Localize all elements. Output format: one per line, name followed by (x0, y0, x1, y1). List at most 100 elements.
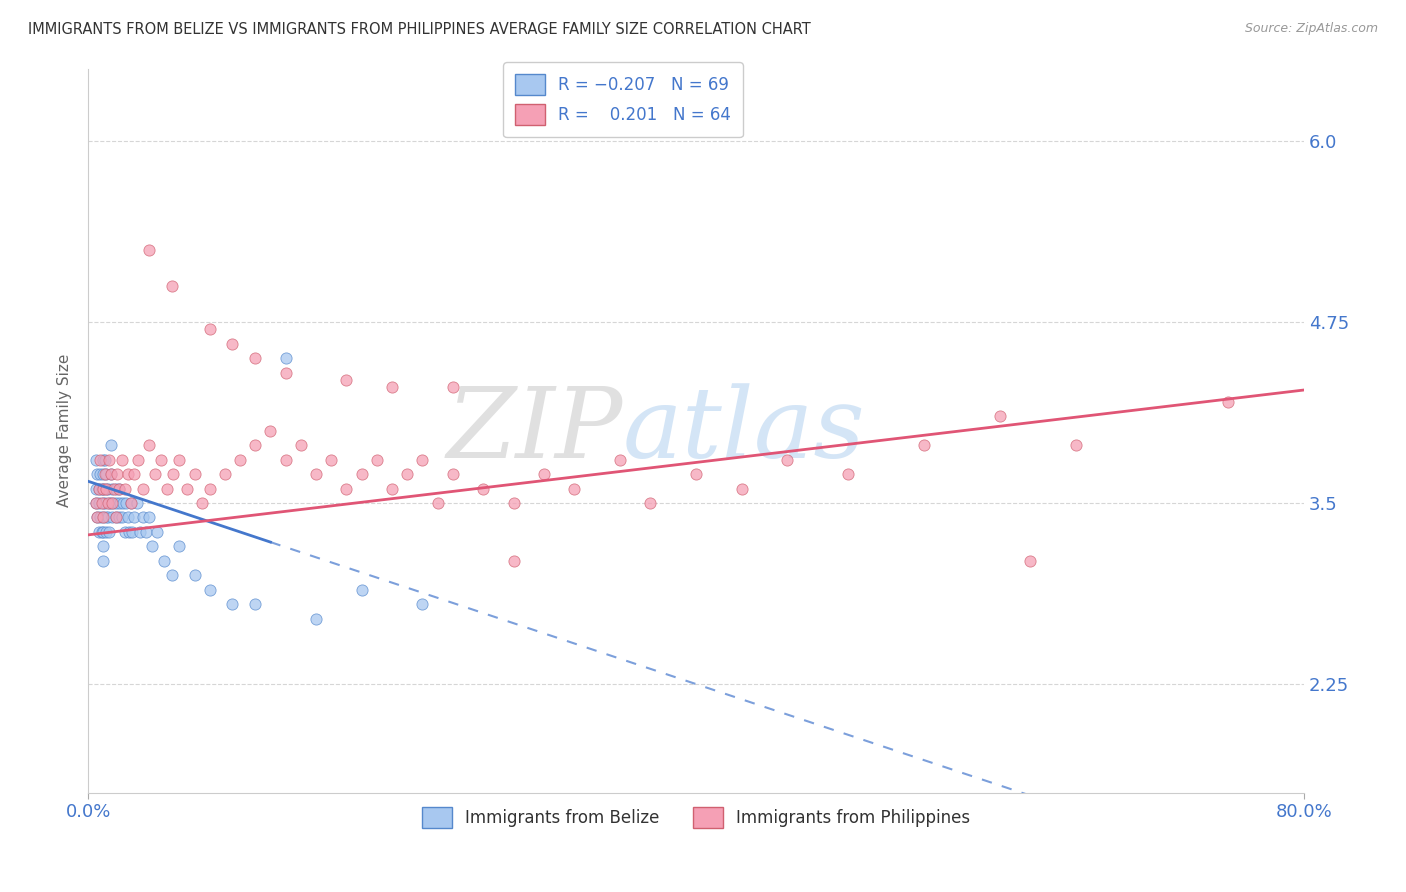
Point (274, 452, 297, 467)
Legend: Immigrants from Belize, Immigrants from Philippines: Immigrants from Belize, Immigrants from … (415, 800, 977, 835)
Point (90, 482, 112, 496)
Point (120, 496, 142, 510)
Point (245, 351, 267, 366)
Point (104, 510, 127, 524)
Point (86, 467, 108, 481)
Point (117, 510, 139, 524)
Point (198, 482, 221, 496)
Point (132, 510, 155, 524)
Point (472, 482, 495, 496)
Point (122, 467, 145, 481)
Point (162, 467, 184, 481)
Point (988, 409, 1011, 423)
Point (108, 496, 131, 510)
Point (350, 582, 373, 597)
Point (93, 496, 115, 510)
Point (776, 452, 799, 467)
Point (502, 496, 524, 510)
Point (94, 452, 117, 467)
Point (86, 510, 108, 524)
Point (245, 438, 267, 452)
Point (93, 482, 115, 496)
Point (245, 598, 267, 612)
Point (381, 482, 404, 496)
Point (97, 482, 120, 496)
Point (441, 467, 464, 481)
Text: atlas: atlas (623, 383, 866, 478)
Point (100, 438, 122, 452)
Text: Source: ZipAtlas.com: Source: ZipAtlas.com (1244, 22, 1378, 36)
Point (912, 438, 935, 452)
Point (93, 554, 115, 568)
Point (128, 524, 150, 539)
Point (87, 496, 110, 510)
Point (114, 482, 136, 496)
Point (115, 496, 138, 510)
Point (93, 540, 115, 554)
Point (229, 452, 252, 467)
Point (93, 510, 115, 524)
Point (135, 524, 157, 539)
Point (176, 482, 198, 496)
Point (381, 380, 404, 394)
Point (1064, 438, 1087, 452)
Point (121, 524, 143, 539)
Point (86, 510, 108, 524)
Point (117, 467, 139, 481)
Point (290, 438, 312, 452)
Point (93, 524, 115, 539)
Point (89, 467, 111, 481)
Point (1216, 394, 1239, 409)
Point (105, 467, 128, 481)
Point (107, 510, 129, 524)
Point (101, 510, 124, 524)
Point (103, 482, 125, 496)
Point (685, 467, 707, 481)
Point (93, 467, 115, 481)
Point (502, 554, 524, 568)
Point (96, 482, 118, 496)
Point (366, 452, 388, 467)
Point (426, 496, 449, 510)
Point (120, 496, 142, 510)
Point (214, 467, 236, 481)
Point (153, 554, 176, 568)
Point (640, 496, 662, 510)
Point (183, 568, 205, 582)
Point (145, 524, 167, 539)
Point (96, 482, 118, 496)
Point (156, 482, 179, 496)
Point (104, 482, 127, 496)
Point (114, 524, 136, 539)
Point (274, 366, 297, 380)
Point (93, 482, 115, 496)
Point (84, 496, 107, 510)
Point (350, 467, 373, 481)
Point (87, 482, 110, 496)
Point (103, 496, 125, 510)
Point (90, 524, 112, 539)
Point (104, 510, 127, 524)
Point (87, 482, 110, 496)
Point (169, 452, 191, 467)
Point (730, 482, 752, 496)
Point (98, 496, 121, 510)
Point (221, 598, 243, 612)
Point (533, 467, 555, 481)
Point (101, 496, 124, 510)
Point (183, 467, 205, 481)
Point (94, 467, 117, 481)
Point (110, 510, 132, 524)
Point (118, 524, 141, 539)
Point (96, 524, 118, 539)
Point (138, 438, 160, 452)
Point (160, 278, 183, 293)
Point (198, 582, 221, 597)
Point (94, 496, 117, 510)
Point (198, 322, 221, 336)
Point (274, 351, 297, 366)
Point (321, 452, 343, 467)
Text: ZIP: ZIP (447, 383, 623, 478)
Point (87, 524, 110, 539)
Point (143, 467, 166, 481)
